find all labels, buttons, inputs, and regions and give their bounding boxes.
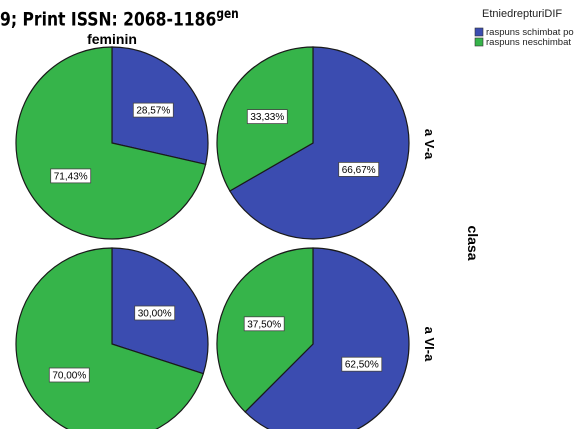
data-label-box: [132, 102, 174, 118]
pie-slice-raspuns-neschimbat: [15, 247, 205, 429]
data-label-box: [50, 168, 92, 184]
data-label: 33,33%: [250, 112, 284, 123]
row-axis-label: clasa: [465, 225, 481, 260]
data-label: 71,43%: [54, 171, 88, 182]
data-label-box: [246, 109, 288, 124]
row-label-a-v-a: a V-a: [422, 129, 437, 160]
pie-slice-raspuns-schimbat-po: [244, 247, 410, 429]
journal-issn-banner: 9; Print ISSN: 2068-1186gen: [0, 4, 239, 30]
data-label-box: [341, 356, 383, 372]
legend-label-unchanged: raspuns neschimbat: [486, 37, 571, 48]
pie-a-vi-a-masculin: 62,50% 37,50%: [216, 247, 410, 429]
legend-swatch-changed: [474, 27, 484, 37]
pie-slice-raspuns-schimbat-po: [229, 46, 410, 240]
pie-a-v-a-masculin: 66,67% 33,33%: [216, 46, 410, 240]
legend-title: EtniedrepturiDIF: [482, 8, 562, 20]
data-label-box: [243, 316, 285, 332]
data-label: 30,00%: [138, 309, 172, 320]
pie-slice-raspuns-neschimbat: [15, 46, 207, 240]
data-label: 62,50%: [345, 360, 379, 371]
data-label: 66,67%: [342, 165, 376, 176]
pie-a-vi-a-feminin: 30,00% 70,00%: [15, 247, 209, 429]
data-label: 28,57%: [136, 106, 170, 117]
data-label-box: [338, 161, 380, 177]
column-header-feminin: feminin: [87, 31, 137, 47]
data-label-box: [48, 367, 90, 383]
banner-text: 9; Print ISSN: 2068-1186: [0, 8, 217, 31]
banner-superscript: gen: [216, 7, 239, 22]
pie-a-v-a-feminin: 28,57% 71,43%: [15, 46, 209, 240]
legend-swatch-unchanged: [474, 37, 484, 47]
data-label: 37,50%: [247, 319, 281, 330]
data-label: 70,00%: [52, 371, 86, 382]
row-label-a-vi-a: a VI-a: [422, 327, 437, 362]
legend-label-changed: raspuns schimbat po: [486, 27, 574, 38]
data-label-box: [134, 305, 176, 321]
